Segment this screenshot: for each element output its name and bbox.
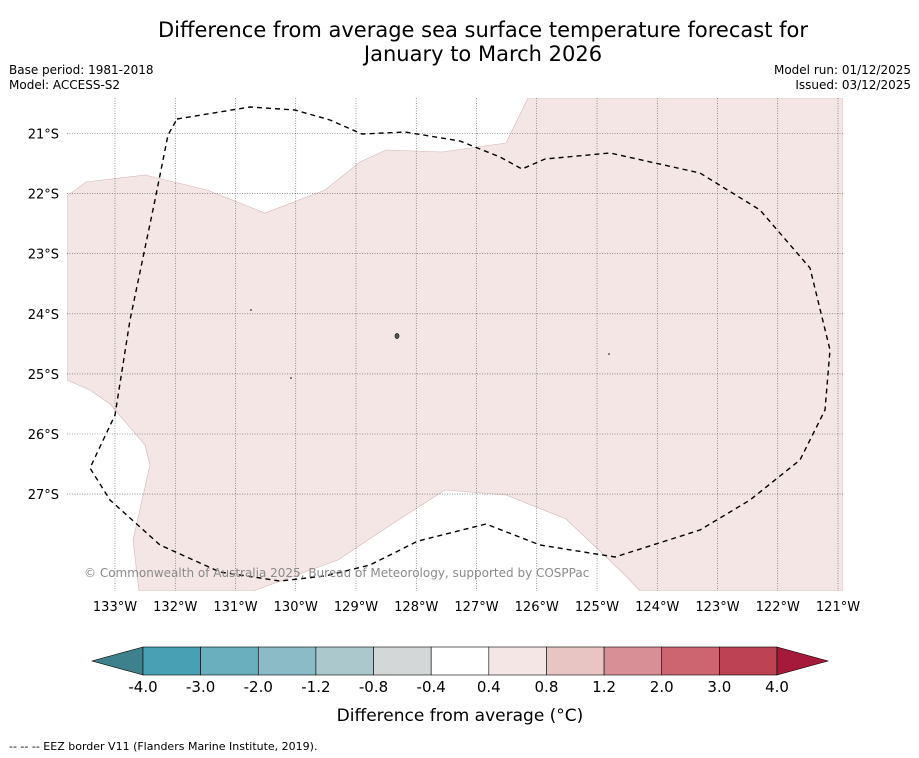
chart-title: Difference from average sea surface temp… — [0, 18, 919, 66]
colorbar-tick-label: -4.0 — [128, 678, 157, 696]
lon-label: 127°W — [454, 600, 498, 615]
lat-label: 22°S — [28, 188, 59, 203]
lon-label: 121°W — [816, 600, 860, 615]
copyright-text: © Commonwealth of Australia 2025, Bureau… — [84, 566, 589, 580]
lat-label: 26°S — [28, 428, 59, 443]
island-marker — [608, 353, 610, 355]
colorbar-tick-label: -0.8 — [359, 678, 388, 696]
model-run: Model run: 01/12/2025 — [773, 63, 911, 77]
colorbar-bin — [546, 646, 605, 676]
colorbar-tick-label: -3.0 — [186, 678, 215, 696]
colorbar-over-arrow — [776, 646, 830, 676]
colorbar-tick-label: 3.0 — [707, 678, 731, 696]
lon-label: 130°W — [274, 600, 318, 615]
colorbar: -4.0 -3.0 -2.0 -1.2 -0.8 -0.4 0.4 0.8 1.2 2.0 3.0 4… — [90, 646, 830, 696]
footnote: -- -- -- EEZ border V11 (Flanders Marine… — [9, 740, 318, 753]
colorbar-label: Difference from average (°C) — [337, 706, 584, 726]
lon-label: 133°W — [93, 600, 137, 615]
lon-label: 128°W — [394, 600, 438, 615]
lat-label: 27°S — [28, 488, 59, 503]
gridlines — [67, 98, 843, 591]
meta-left: Base period: 1981-2018 Model: ACCESS-S2 — [9, 63, 154, 93]
colorbar-bin — [603, 646, 663, 676]
colorbar-bin — [373, 646, 432, 676]
model-name: Model: ACCESS-S2 — [9, 78, 121, 92]
colorbar-tick-label: -1.2 — [301, 678, 330, 696]
issued-date: Issued: 03/12/2025 — [795, 78, 911, 92]
lon-label: 123°W — [695, 600, 739, 615]
eez-border-dashed — [89, 106, 831, 582]
anomaly-region-0.4-0.8 — [67, 98, 843, 591]
lat-label: 21°S — [28, 128, 59, 143]
island-marker — [394, 333, 400, 339]
island-marker — [250, 309, 252, 311]
colorbar-tick-label: -2.0 — [244, 678, 273, 696]
colorbar-bin — [142, 646, 201, 676]
colorbar-tick-label: -0.4 — [417, 678, 446, 696]
colorbar-tick-label: 0.4 — [477, 678, 501, 696]
lon-label: 132°W — [153, 600, 197, 615]
colorbar-bin — [430, 646, 490, 676]
island-marker — [290, 377, 292, 379]
latitude-labels: 21°S 22°S 23°S 24°S 25°S 26°S 27°S — [28, 128, 59, 504]
lon-label: 129°W — [334, 600, 378, 615]
lat-label: 23°S — [28, 248, 59, 263]
lon-label: 124°W — [635, 600, 679, 615]
lon-label: 131°W — [213, 600, 257, 615]
lat-label: 25°S — [28, 368, 59, 383]
map-frame: © Commonwealth of Australia 2025, Bureau… — [67, 98, 843, 591]
islands — [250, 309, 610, 379]
colorbar-bin — [200, 646, 259, 676]
colorbar-bin — [257, 646, 317, 676]
colorbar-bin — [488, 646, 547, 676]
meta-right: Model run: 01/12/2025 Issued: 03/12/2025 — [774, 63, 911, 93]
colorbar-tick-label: 1.2 — [592, 678, 616, 696]
longitude-labels: 133°W 132°W 131°W 130°W 129°W 128°W 127°W 126°W… — [93, 600, 860, 615]
lat-label: 24°S — [28, 308, 59, 323]
lon-label: 125°W — [575, 600, 619, 615]
lon-label: 126°W — [515, 600, 559, 615]
colorbar-tick-label: 2.0 — [650, 678, 674, 696]
title-line-1: Difference from average sea surface temp… — [158, 18, 808, 42]
colorbar-tick-label: 4.0 — [765, 678, 789, 696]
colorbar-tick-label: 0.8 — [535, 678, 559, 696]
title-line-2: January to March 2026 — [363, 42, 603, 66]
lon-label: 122°W — [756, 600, 800, 615]
colorbar-bin — [315, 646, 374, 676]
colorbar-bin — [719, 646, 778, 676]
colorbar-under-arrow — [90, 646, 144, 676]
base-period: Base period: 1981-2018 — [9, 63, 154, 77]
colorbar-bin — [661, 646, 720, 676]
